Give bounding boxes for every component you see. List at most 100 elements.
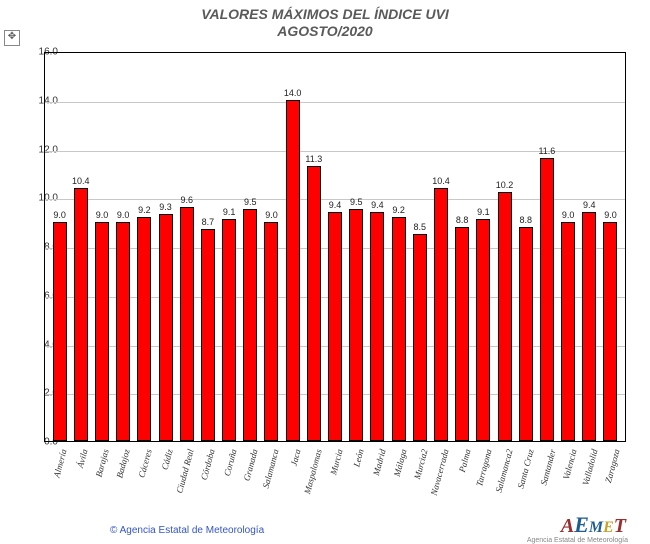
x-label-text: Málaga	[392, 448, 409, 478]
bar-slot: 9.0	[558, 53, 579, 441]
x-label: Palma	[452, 444, 473, 514]
logo-subtitle: Agencia Estatal de Meteorología	[527, 537, 628, 544]
bar-slot: 9.2	[134, 53, 155, 441]
x-label: Murcia	[324, 444, 345, 514]
bar-value-label: 9.0	[562, 210, 575, 220]
bar	[243, 209, 257, 441]
x-label-text: Salamanca2	[494, 448, 515, 494]
bar	[476, 219, 490, 441]
x-label-text: Santander	[538, 448, 557, 486]
bar	[180, 207, 194, 441]
bar-value-label: 9.0	[53, 210, 66, 220]
x-label-text: Murcia2	[412, 448, 430, 480]
x-label-text: Navacerrada	[429, 448, 451, 496]
logo-letter-a: A	[561, 515, 574, 537]
bar-value-label: 8.8	[456, 215, 469, 225]
x-label: Navacerrada	[431, 444, 452, 514]
x-label: Ciudad Real	[176, 444, 197, 514]
bar-slot: 9.5	[346, 53, 367, 441]
bar	[264, 222, 278, 441]
copyright-text: Agencia Estatal de Meteorología	[120, 525, 265, 536]
bar	[116, 222, 130, 441]
bar-slot: 9.4	[579, 53, 600, 441]
bar-value-label: 9.0	[604, 210, 617, 220]
x-label: Valencia	[558, 444, 579, 514]
copyright: © Agencia Estatal de Meteorología	[110, 525, 264, 536]
bar-slot: 9.0	[91, 53, 112, 441]
bar-slot: 8.8	[515, 53, 536, 441]
x-label-text: Badajoz	[115, 448, 132, 479]
bar	[53, 222, 67, 441]
x-label: Santander	[537, 444, 558, 514]
bar-value-label: 9.2	[392, 205, 405, 215]
bar-value-label: 9.3	[159, 202, 172, 212]
x-label: Granada	[239, 444, 260, 514]
x-label: Murcia2	[410, 444, 431, 514]
bar-slot: 9.3	[155, 53, 176, 441]
x-label-text: Madrid	[371, 448, 388, 477]
bar	[201, 229, 215, 441]
bar	[540, 158, 554, 441]
title-line-1: VALORES MÁXIMOS DEL ÍNDICE UVI	[201, 6, 449, 22]
x-label: Ávila	[69, 444, 90, 514]
x-label: Salamanca	[261, 444, 282, 514]
bar-value-label: 9.4	[583, 200, 596, 210]
chart-title: VALORES MÁXIMOS DEL ÍNDICE UVI AGOSTO/20…	[0, 6, 650, 40]
x-label: Zaragoza	[601, 444, 622, 514]
x-label: Tarragona	[473, 444, 494, 514]
bar-value-label: 11.3	[305, 154, 322, 164]
x-label-text: Salamanca	[261, 448, 281, 489]
x-label-text: Palma	[457, 448, 473, 473]
title-line-2: AGOSTO/2020	[277, 23, 372, 39]
x-axis-labels: AlmeríaÁvilaBarajasBadajozCáceresCádizCi…	[48, 444, 622, 514]
bar-value-label: 8.5	[414, 222, 427, 232]
bar-slot: 9.0	[261, 53, 282, 441]
bar-slot: 8.7	[197, 53, 218, 441]
x-label-text: Valladolid	[581, 448, 600, 486]
bar-slot: 10.4	[430, 53, 451, 441]
bar-slot: 9.4	[367, 53, 388, 441]
bar-slot: 9.0	[113, 53, 134, 441]
bars-container: 9.010.49.09.09.29.39.68.79.19.59.014.011…	[49, 53, 621, 441]
plot-area: 9.010.49.09.09.29.39.68.79.19.59.014.011…	[44, 52, 626, 442]
x-label-text: Granada	[242, 448, 260, 482]
x-label: Valladolid	[580, 444, 601, 514]
bar	[74, 188, 88, 442]
bar-value-label: 8.8	[519, 215, 532, 225]
x-label-text: Maspalomas	[302, 448, 324, 495]
bar	[561, 222, 575, 441]
bar	[519, 227, 533, 442]
aemet-logo: AEMET	[561, 512, 626, 538]
x-label: Cáceres	[133, 444, 154, 514]
bar-slot: 11.6	[536, 53, 557, 441]
bar	[392, 217, 406, 441]
bar	[328, 212, 342, 441]
copyright-symbol: ©	[110, 525, 117, 536]
bar	[307, 166, 321, 441]
bar	[582, 212, 596, 441]
bar-slot: 9.0	[600, 53, 621, 441]
bar-value-label: 10.2	[496, 180, 514, 190]
bar-value-label: 9.6	[180, 195, 193, 205]
bar-value-label: 9.0	[117, 210, 130, 220]
bar-slot: 9.1	[473, 53, 494, 441]
bar-value-label: 9.5	[350, 197, 363, 207]
logo-letter-t: T	[614, 515, 626, 537]
bar	[286, 100, 300, 441]
bar	[222, 219, 236, 441]
x-label: Málaga	[388, 444, 409, 514]
x-label: León	[346, 444, 367, 514]
logo-letter-m: M	[589, 519, 603, 536]
x-label: Almería	[48, 444, 69, 514]
bar	[413, 234, 427, 441]
x-label: Jaca	[282, 444, 303, 514]
bar-value-label: 9.5	[244, 197, 257, 207]
x-label-text: Córdoba	[199, 448, 217, 481]
bar-slot: 8.5	[409, 53, 430, 441]
x-label-text: León	[352, 448, 366, 468]
bar-value-label: 9.0	[96, 210, 109, 220]
x-label-text: Barajas	[94, 448, 111, 478]
bar-value-label: 9.1	[477, 207, 490, 217]
bar-slot: 9.4	[324, 53, 345, 441]
bar-value-label: 10.4	[432, 176, 450, 186]
